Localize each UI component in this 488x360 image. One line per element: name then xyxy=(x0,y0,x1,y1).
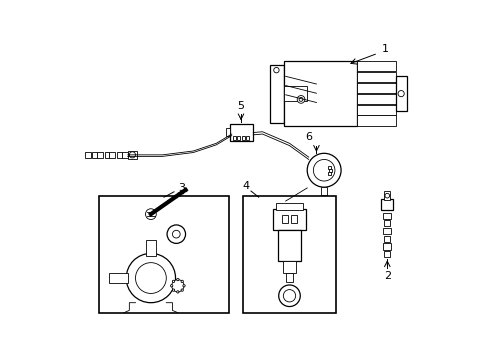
Text: 6: 6 xyxy=(305,132,312,142)
Circle shape xyxy=(172,280,174,283)
Bar xyxy=(295,198,301,204)
Bar xyxy=(384,191,389,200)
Bar xyxy=(270,65,284,122)
Text: 4: 4 xyxy=(242,181,249,191)
Text: 5: 5 xyxy=(237,101,244,111)
Bar xyxy=(104,152,109,158)
Circle shape xyxy=(145,209,156,220)
Circle shape xyxy=(172,289,174,291)
Bar xyxy=(383,243,390,249)
Bar xyxy=(97,152,103,158)
Bar xyxy=(109,152,115,158)
Bar xyxy=(384,251,389,257)
Text: 2: 2 xyxy=(383,271,390,281)
Bar xyxy=(272,209,306,230)
Bar xyxy=(357,104,395,115)
Bar xyxy=(357,94,395,104)
Circle shape xyxy=(278,285,300,306)
Bar xyxy=(384,220,389,226)
Bar xyxy=(302,198,306,204)
Bar xyxy=(246,136,249,140)
Circle shape xyxy=(313,159,334,181)
Bar xyxy=(383,213,390,219)
Bar xyxy=(357,116,395,126)
Bar xyxy=(306,198,312,204)
Bar xyxy=(237,136,240,140)
Circle shape xyxy=(176,278,179,281)
Circle shape xyxy=(171,280,183,292)
Bar xyxy=(395,76,407,111)
Circle shape xyxy=(297,95,305,103)
Bar xyxy=(277,230,301,261)
Bar xyxy=(108,274,127,283)
Bar xyxy=(357,72,395,82)
Circle shape xyxy=(183,285,185,287)
Bar xyxy=(281,215,287,222)
Bar xyxy=(122,152,127,158)
Bar xyxy=(92,152,97,158)
Bar xyxy=(241,136,244,140)
Circle shape xyxy=(273,67,279,73)
Bar xyxy=(232,136,235,140)
Bar xyxy=(226,128,230,136)
Circle shape xyxy=(172,230,180,238)
Circle shape xyxy=(181,289,183,291)
Bar xyxy=(291,198,296,204)
Bar xyxy=(99,195,228,313)
Circle shape xyxy=(306,153,341,187)
Circle shape xyxy=(167,225,185,243)
Bar xyxy=(327,172,330,175)
Text: 3: 3 xyxy=(178,183,185,193)
Circle shape xyxy=(384,193,389,198)
Circle shape xyxy=(283,289,295,302)
Bar xyxy=(84,152,91,158)
Circle shape xyxy=(299,98,303,101)
Bar xyxy=(127,151,137,159)
Circle shape xyxy=(397,91,404,97)
Bar xyxy=(230,124,253,141)
Circle shape xyxy=(170,285,172,287)
Bar xyxy=(284,86,306,101)
Bar xyxy=(380,199,393,210)
Bar xyxy=(285,198,290,204)
Bar xyxy=(357,61,395,71)
Bar xyxy=(243,195,335,313)
Bar xyxy=(383,228,390,234)
Bar xyxy=(327,166,330,169)
Bar xyxy=(321,187,326,195)
Bar xyxy=(384,236,389,242)
Bar xyxy=(285,273,293,282)
Circle shape xyxy=(135,263,166,293)
Circle shape xyxy=(181,280,183,283)
Circle shape xyxy=(176,291,179,293)
Text: 1: 1 xyxy=(382,44,388,54)
Circle shape xyxy=(126,253,175,303)
Bar xyxy=(117,152,122,158)
Bar xyxy=(290,215,297,222)
Circle shape xyxy=(275,197,283,205)
Bar xyxy=(357,83,395,93)
Bar xyxy=(146,239,155,256)
Bar xyxy=(283,261,295,273)
Bar xyxy=(284,61,357,126)
Bar xyxy=(275,203,303,210)
Bar xyxy=(328,169,331,172)
Circle shape xyxy=(129,152,135,158)
